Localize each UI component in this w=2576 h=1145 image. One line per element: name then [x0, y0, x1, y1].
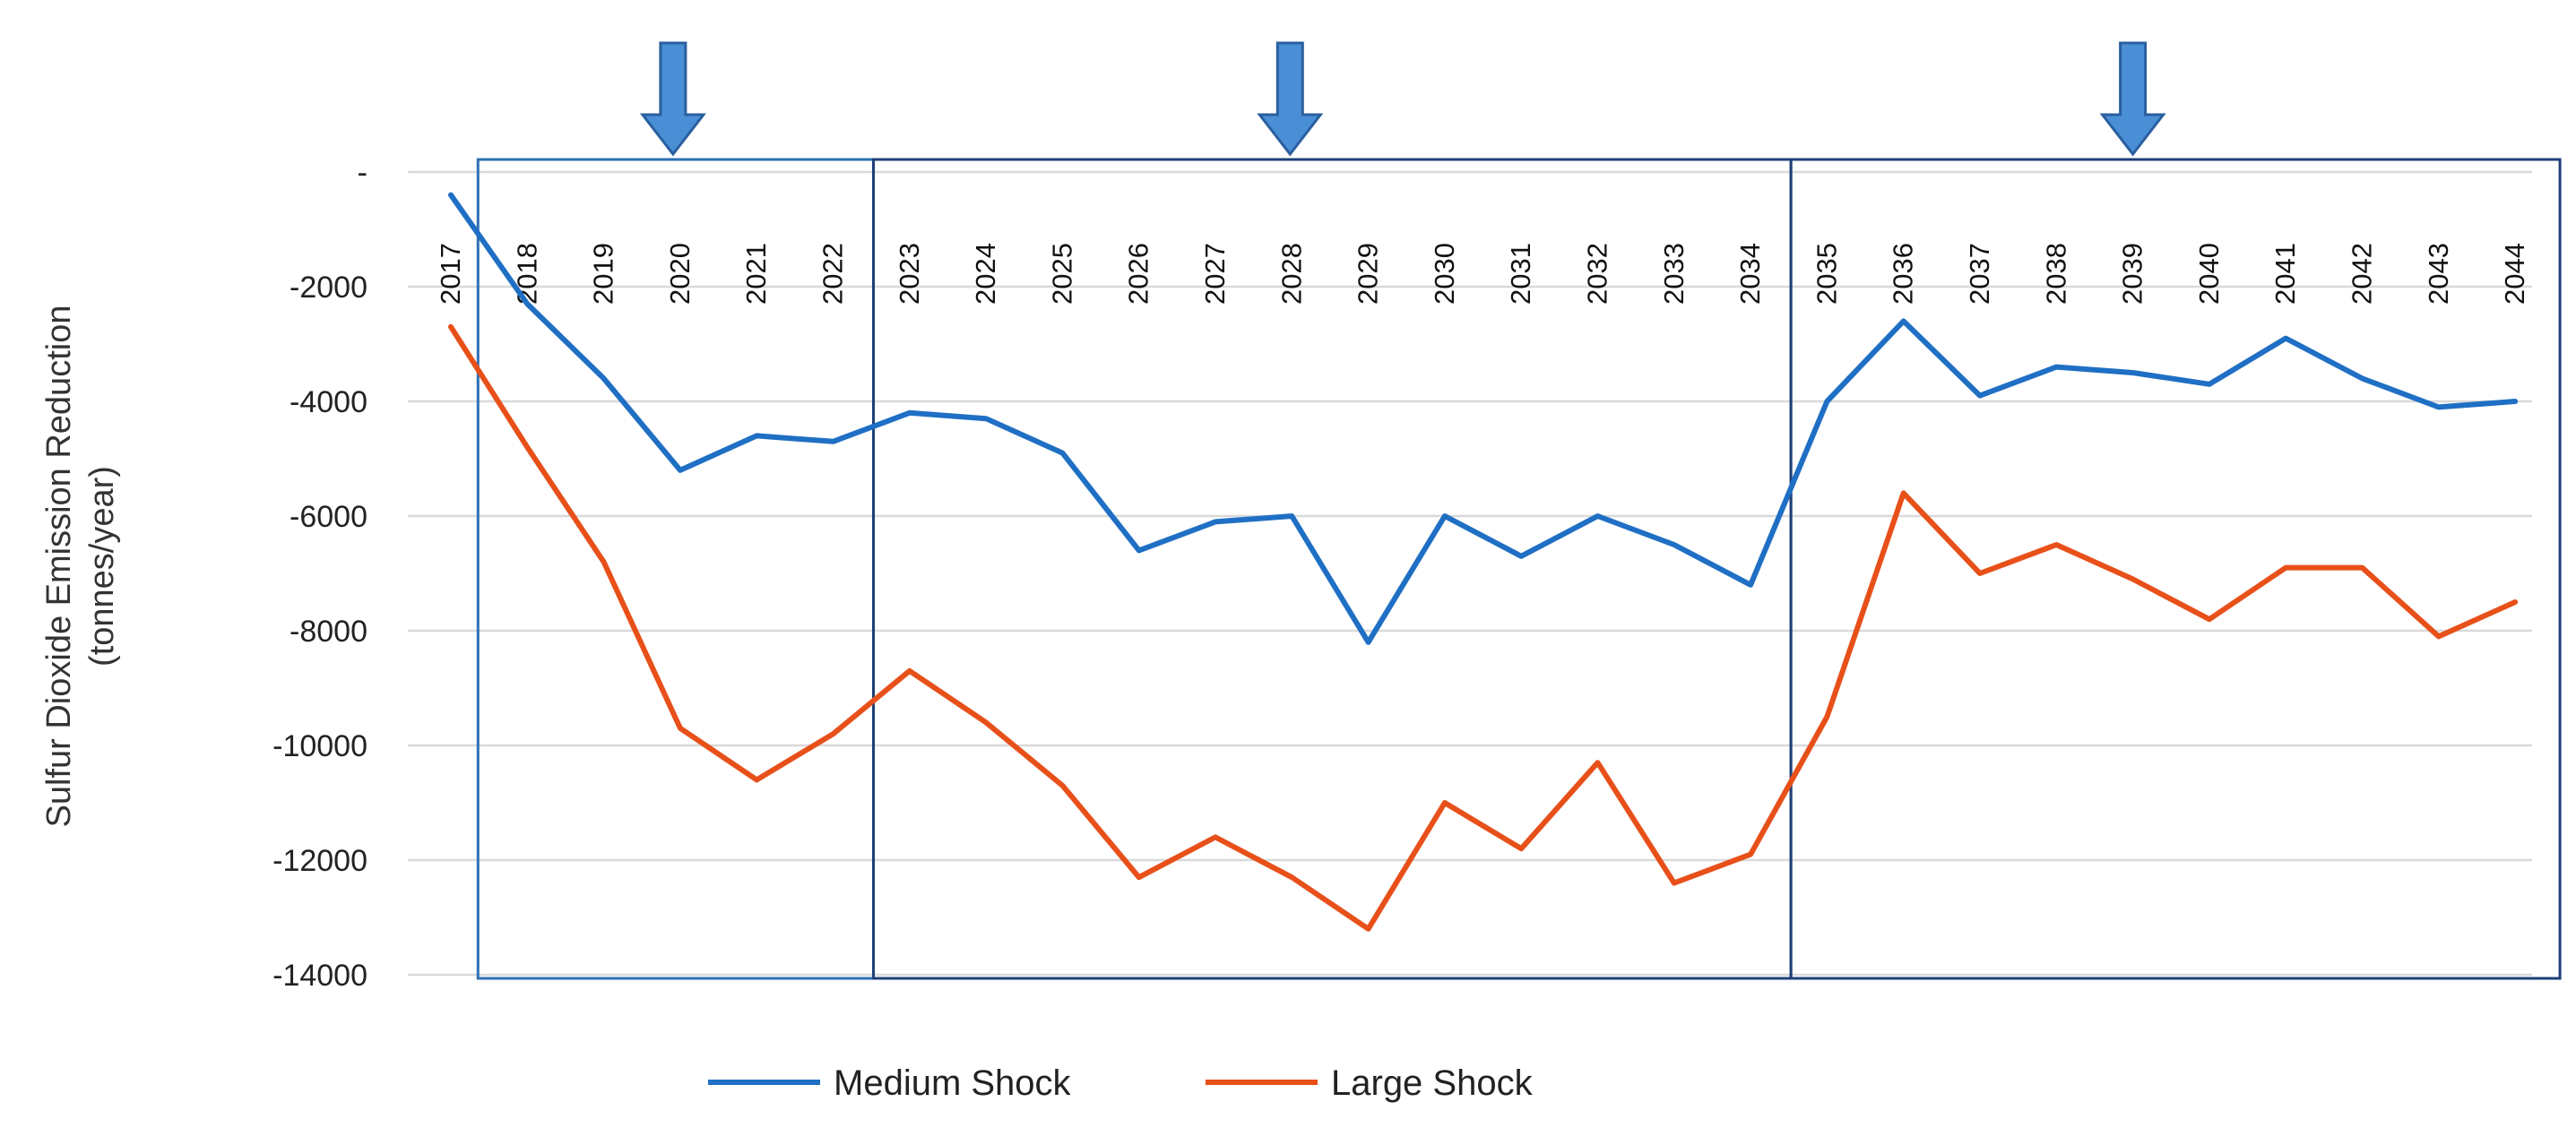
- x-tick-label: 2017: [435, 243, 466, 305]
- x-tick-label: 2031: [1505, 243, 1536, 305]
- x-tick-label: 2032: [1582, 243, 1613, 305]
- x-tick-label: 2026: [1123, 243, 1154, 305]
- y-axis-title-line2: (tonnes/year): [83, 466, 121, 667]
- down-arrow-icon: [2099, 41, 2166, 157]
- x-tick-label: 2021: [740, 243, 772, 305]
- y-tick-label: -2000: [290, 271, 367, 305]
- legend: Medium Shock Large Shock: [708, 1063, 1534, 1103]
- x-tick-label: 2030: [1429, 243, 1460, 305]
- x-tick-label: 2043: [2423, 243, 2454, 305]
- x-tick-label: 2027: [1199, 243, 1231, 305]
- x-tick-label: 2035: [1811, 243, 1842, 305]
- y-tick-label: -12000: [272, 844, 367, 878]
- x-tick-label: 2023: [894, 243, 925, 305]
- x-tick-label: 2019: [588, 243, 619, 305]
- period-box-3: [1789, 158, 2562, 980]
- x-tick-label: 2018: [511, 243, 542, 305]
- y-axis-title-line1: Sulfur Dioxide Emission Reduction: [40, 306, 78, 828]
- series-line-medium-shock: [448, 192, 2519, 645]
- x-tick-label: 2038: [2040, 243, 2071, 305]
- period-box-2: [872, 158, 1793, 980]
- down-arrow-icon: [1257, 41, 1324, 157]
- x-tick-label: 2037: [1964, 243, 1995, 305]
- legend-label-medium-shock: Medium Shock: [834, 1063, 1072, 1103]
- x-tick-label: 2024: [970, 243, 1001, 305]
- y-tick-label: -6000: [290, 500, 367, 534]
- x-axis-ticks: 2017 2018 2019 2020 2021 2022 2023 2024 2025 2026…: [435, 243, 2530, 305]
- x-tick-label: 2036: [1888, 243, 1919, 305]
- x-tick-label: 2022: [817, 243, 849, 305]
- y-axis-title: Sulfur Dioxide Emission Reduction (tonne…: [40, 306, 121, 828]
- shock-arrows: [639, 41, 2166, 157]
- x-tick-label: 2020: [664, 243, 696, 305]
- y-tick-label: -4000: [290, 385, 367, 419]
- x-tick-label: 2039: [2117, 243, 2148, 305]
- gridlines: [408, 170, 2532, 977]
- y-axis-ticks: - -2000 -4000 -6000 -8000 -10000 -12000 -14000: [272, 156, 367, 993]
- x-tick-label: 2028: [1275, 243, 1307, 305]
- y-tick-label: -8000: [290, 615, 367, 649]
- y-tick-label: -14000: [272, 959, 367, 993]
- x-tick-label: 2040: [2193, 243, 2225, 305]
- y-tick-label: -: [358, 156, 367, 190]
- x-tick-label: 2034: [1734, 243, 1766, 305]
- x-tick-label: 2042: [2347, 243, 2378, 305]
- x-tick-label: 2033: [1658, 243, 1690, 305]
- x-tick-label: 2044: [2499, 243, 2530, 305]
- period-boxes: [476, 158, 2562, 980]
- y-tick-label: -10000: [272, 729, 367, 763]
- down-arrow-icon: [639, 41, 706, 157]
- legend-label-large-shock: Large Shock: [1331, 1063, 1534, 1103]
- x-tick-label: 2029: [1353, 243, 1384, 305]
- series-line-large-shock: [448, 323, 2519, 932]
- x-tick-label: 2025: [1046, 243, 1077, 305]
- x-tick-label: 2041: [2269, 243, 2301, 305]
- series-lines: [448, 192, 2519, 932]
